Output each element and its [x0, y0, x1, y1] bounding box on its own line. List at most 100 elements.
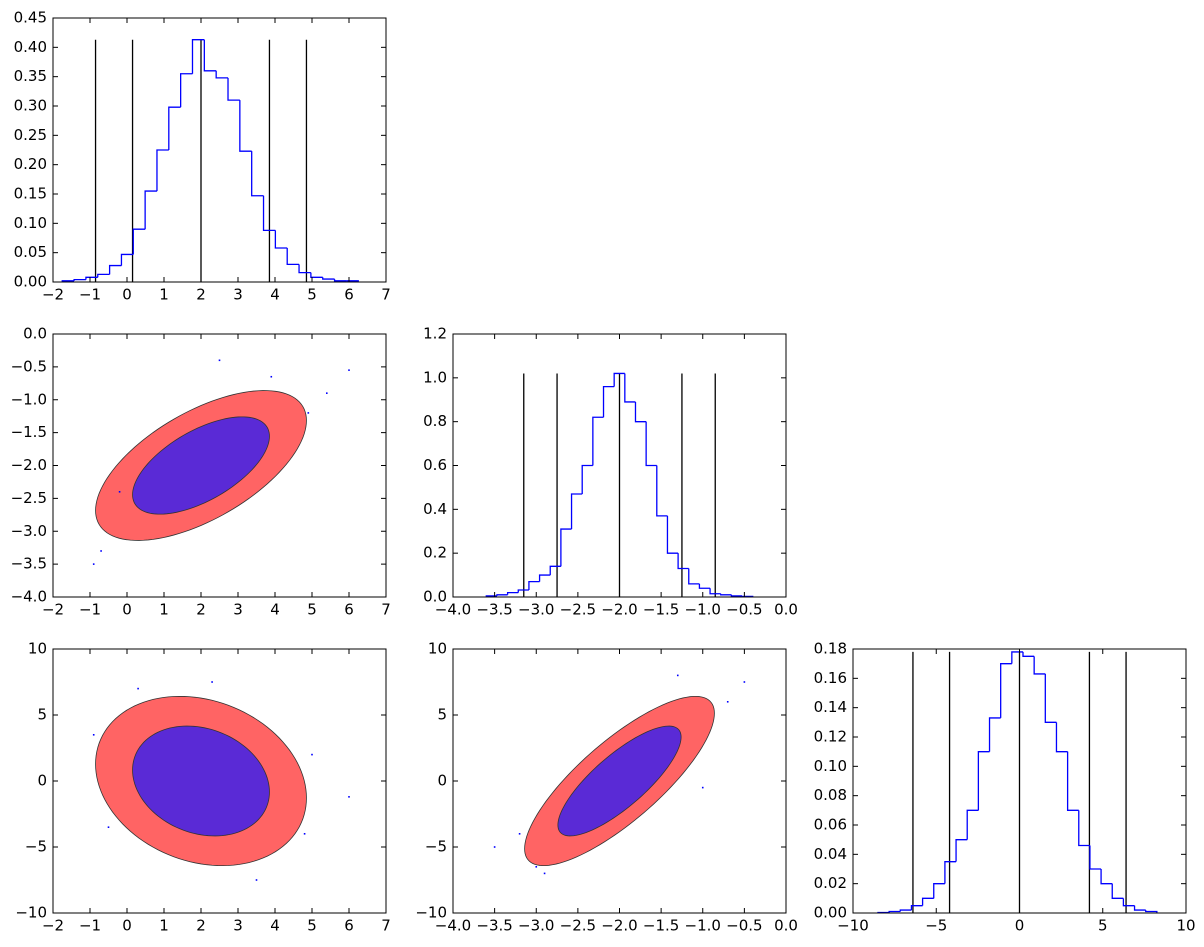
hist-step: [227, 77, 240, 101]
x-tick-label: −1.5: [643, 601, 679, 619]
x-tick-label: 1: [159, 286, 169, 304]
y-tick-label: 5: [37, 706, 47, 724]
y-tick-label: 5: [437, 706, 447, 724]
point: [518, 833, 521, 835]
hist-step: [624, 373, 636, 403]
hist-step: [1022, 651, 1035, 657]
hist-step: [1111, 883, 1124, 899]
hist-step: [910, 905, 923, 911]
hist-step: [108, 264, 122, 275]
panel: −4.0 −3.5 −3.0 −2.5 −2.0 −1.5 −1.0 −0.5 0.0 −10 −5…: [415, 640, 798, 935]
point: [326, 392, 328, 394]
hist-step: [322, 277, 335, 280]
y-tick-label: 0: [437, 772, 447, 790]
point: [701, 786, 704, 789]
hist-step: [262, 195, 276, 232]
x-tick-label: 7: [381, 917, 391, 935]
x-tick-label: −4.0: [435, 601, 471, 619]
x-tick-label: 2: [196, 601, 206, 619]
point: [92, 734, 95, 736]
point: [118, 491, 121, 493]
point: [270, 375, 273, 378]
x-tick-label: 5: [307, 286, 317, 304]
plot-area: [92, 681, 350, 881]
x-tick-label: −3.0: [518, 601, 554, 619]
hist-step: [85, 276, 98, 280]
x-tick-label: 4: [270, 601, 280, 619]
y-tick-label: 0.45: [14, 9, 47, 27]
point: [311, 753, 313, 756]
hist-step: [698, 583, 711, 589]
x-tick-label: 0: [1015, 917, 1025, 935]
y-tick-label: 0.30: [14, 97, 47, 115]
y-tick-label: 0.16: [814, 669, 847, 687]
x-tick-label: −2.0: [601, 917, 637, 935]
panel: −2 −1 0 1 2 3 4 5 6 7 0.00 0.05 0.10 0.15 0.20 0.25 0.30…: [14, 9, 391, 304]
contour-ellipse: [557, 725, 682, 837]
hist-step: [144, 190, 157, 230]
x-tick-label: 6: [344, 286, 354, 304]
hist-step: [592, 416, 604, 466]
x-tick-label: 2: [196, 286, 206, 304]
hist-step: [168, 106, 181, 150]
plot-area: [485, 372, 754, 597]
x-tick-label: 5: [1098, 917, 1108, 935]
y-tick-label: −0.5: [11, 357, 47, 375]
y-tick-label: 0.15: [14, 185, 47, 203]
x-tick-label: −0.5: [726, 601, 762, 619]
point: [307, 412, 310, 414]
point: [543, 872, 546, 875]
y-tick-label: 0.14: [814, 698, 847, 716]
x-tick-label: 7: [381, 601, 391, 619]
hist-step: [203, 39, 217, 72]
hist-step: [656, 465, 668, 517]
hist-step: [899, 909, 912, 912]
point: [107, 826, 110, 828]
hist-step: [1089, 845, 1102, 870]
y-tick-label: 0.10: [14, 214, 47, 232]
hist-step: [730, 594, 743, 597]
x-tick-label: −4.0: [435, 917, 471, 935]
point: [92, 563, 95, 565]
hist-step: [73, 279, 86, 281]
axes-frame: [852, 648, 1187, 914]
y-tick-label: 0.00: [814, 904, 847, 922]
hist-step: [613, 372, 625, 387]
y-tick-label: 0.6: [423, 456, 447, 474]
x-tick-label: −1: [79, 601, 101, 619]
hist-step: [517, 589, 529, 593]
y-tick-label: 0.08: [814, 786, 847, 804]
x-tick-label: 4: [270, 286, 280, 304]
x-tick-label: 3: [233, 917, 243, 935]
y-tick-label: 0.8: [423, 412, 447, 430]
hist-step: [215, 70, 229, 79]
y-tick-label: 0.0: [423, 588, 447, 606]
y-tick-label: −2.5: [11, 489, 47, 507]
x-tick-label: −3.0: [518, 917, 554, 935]
hist-step: [1044, 673, 1057, 723]
hist-step: [251, 151, 264, 197]
hist-step: [921, 897, 934, 906]
hist-step: [1122, 898, 1135, 907]
x-tick-label: 1: [159, 917, 169, 935]
x-tick-label: 0.0: [774, 917, 798, 935]
axes-frame: [52, 648, 387, 914]
point: [676, 674, 679, 677]
y-tick-label: −2.0: [11, 456, 47, 474]
hist-step: [677, 553, 689, 570]
hist-step: [549, 565, 561, 576]
y-tick-label: 0.4: [423, 500, 447, 518]
hist-step: [274, 230, 288, 249]
point: [255, 879, 258, 881]
x-tick-label: −0.5: [726, 917, 762, 935]
x-tick-label: 1: [159, 601, 169, 619]
x-tick-label: −2.0: [601, 601, 637, 619]
point: [218, 359, 221, 362]
y-tick-label: 0.2: [423, 544, 447, 562]
point: [100, 550, 102, 552]
hist-step: [1000, 663, 1012, 718]
x-tick-label: −1: [79, 286, 101, 304]
point: [493, 846, 496, 848]
y-tick-label: 0.12: [814, 728, 847, 746]
